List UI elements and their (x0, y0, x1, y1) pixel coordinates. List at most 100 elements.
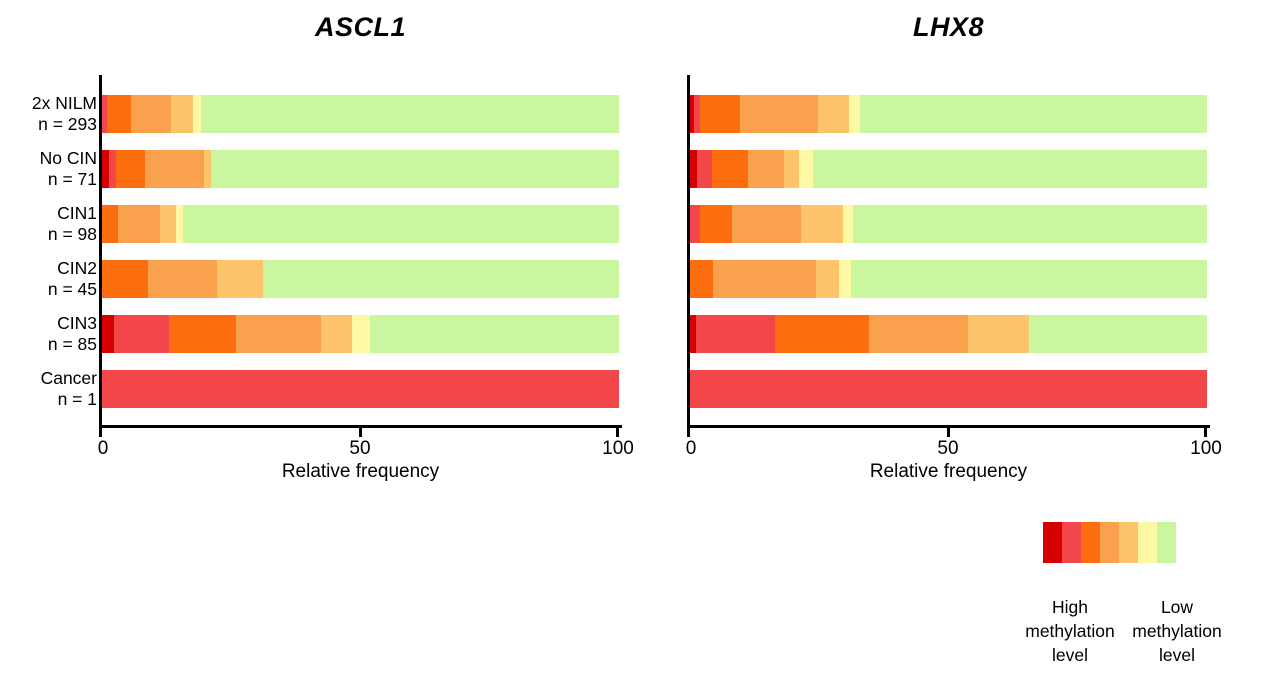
bar-segment-methylation-bin-5 (321, 315, 352, 353)
x-tick-100 (616, 428, 619, 437)
bar-segment-methylation-bin-1-highest (690, 315, 697, 353)
bar-segment-methylation-bin-7-lowest (853, 205, 1207, 243)
x-tick-50 (947, 428, 950, 437)
x-tick-100 (1204, 428, 1207, 437)
bar-segment-methylation-bin-5 (216, 260, 263, 298)
bar-segment-methylation-bin-3 (102, 260, 148, 298)
bar-row-lhx8-2x-nilm (690, 95, 1207, 133)
bar-segment-methylation-bin-7-lowest (182, 205, 619, 243)
x-axis-line (687, 425, 1210, 428)
x-tick-label: 50 (349, 438, 371, 459)
bar-segment-methylation-bin-2 (690, 370, 1207, 408)
bar-row-lhx8-cancer (690, 370, 1207, 408)
bar-segment-methylation-bin-6 (351, 315, 370, 353)
chart-title-lhx8: LHX8 (912, 12, 985, 42)
bar-segment-methylation-bin-4 (731, 205, 801, 243)
category-label-cin2: CIN2 n = 45 (0, 258, 97, 300)
bar-segment-methylation-bin-5 (203, 150, 212, 188)
bar-segment-methylation-bin-4 (747, 150, 785, 188)
panel-ascl1: ASCL1 2x NILM n = 293 No CIN n = 71 CIN1 n = … (32, 0, 634, 520)
legend-high-label: High methylation level (1025, 597, 1115, 665)
bar-segment-methylation-bin-2 (697, 150, 712, 188)
bar-segment-methylation-bin-7-lowest (1029, 315, 1207, 353)
category-name: 2x NILM (31, 93, 97, 113)
bar-segment-methylation-bin-4 (118, 205, 161, 243)
x-axis-line (99, 425, 622, 428)
category-label-cin3: CIN3 n = 85 (0, 313, 97, 355)
bar-row-ascl1-cin2 (102, 260, 619, 298)
bar-segment-methylation-bin-4 (712, 260, 817, 298)
bar-segment-methylation-bin-4 (130, 95, 171, 133)
bar-segment-methylation-bin-5 (784, 150, 799, 188)
bar-segment-methylation-bin-5 (160, 205, 176, 243)
category-n: n = 1 (57, 389, 97, 409)
category-name: CIN2 (57, 258, 97, 278)
bar-row-ascl1-cin3 (102, 315, 619, 353)
bar-segment-methylation-bin-7-lowest (211, 150, 619, 188)
bar-segment-methylation-bin-7-lowest (201, 95, 619, 133)
category-n: n = 85 (47, 334, 97, 354)
bar-segment-methylation-bin-6 (798, 150, 814, 188)
bar-segment-methylation-bin-4 (235, 315, 322, 353)
category-n: n = 98 (47, 224, 97, 244)
bar-segment-methylation-bin-2 (102, 95, 108, 133)
legend-swatch-2 (1062, 522, 1081, 563)
x-tick-0 (99, 428, 102, 437)
bar-segment-methylation-bin-4 (145, 150, 204, 188)
bar-segment-methylation-bin-3 (775, 315, 869, 353)
bar-segment-methylation-bin-5 (800, 205, 843, 243)
bar-segment-methylation-bin-7-lowest (262, 260, 619, 298)
bar-segment-methylation-bin-3 (700, 205, 732, 243)
bar-segment-methylation-bin-5 (818, 95, 850, 133)
y-axis-line (99, 75, 102, 428)
x-axis-title: Relative frequency (281, 461, 440, 482)
bar-segment-methylation-bin-3 (690, 260, 713, 298)
bar-row-ascl1-cancer (102, 370, 619, 408)
bar-segment-methylation-bin-2 (693, 95, 700, 133)
bar-row-lhx8-cin1 (690, 205, 1207, 243)
bar-row-ascl1-2x-nilm (102, 95, 619, 133)
category-label-2x-nilm: 2x NILM n = 293 (0, 93, 97, 135)
bar-segment-methylation-bin-4 (739, 95, 819, 133)
panel-lhx8: LHX8 0 50 100 Relative frequency (686, 0, 1222, 520)
bar-segment-methylation-bin-6 (843, 205, 854, 243)
category-n: n = 71 (47, 169, 97, 189)
bar-segment-methylation-bin-1-highest (102, 150, 110, 188)
x-tick-label: 0 (97, 438, 109, 459)
bar-segment-methylation-bin-3 (699, 95, 740, 133)
legend-low-label: Low methylation level (1132, 597, 1222, 665)
x-tick-label: 100 (602, 438, 634, 459)
bar-row-lhx8-cin3 (690, 315, 1207, 353)
bar-row-lhx8-no-cin (690, 150, 1207, 188)
legend-swatch-5 (1119, 522, 1138, 563)
bar-segment-methylation-bin-5 (816, 260, 840, 298)
legend-swatch-1 (1043, 522, 1062, 563)
category-n: n = 293 (38, 114, 97, 134)
legend-color-scale (1043, 522, 1176, 563)
bar-segment-methylation-bin-4 (148, 260, 217, 298)
category-label-no-cin: No CIN n = 71 (0, 148, 97, 190)
category-name: CIN1 (57, 203, 97, 223)
legend-swatch-7 (1157, 522, 1176, 563)
bar-segment-methylation-bin-7-lowest (813, 150, 1207, 188)
bar-row-ascl1-cin1 (102, 205, 619, 243)
bar-segment-methylation-bin-7-lowest (850, 260, 1207, 298)
bar-row-lhx8-cin2 (690, 260, 1207, 298)
bar-row-ascl1-no-cin (102, 150, 619, 188)
category-name: CIN3 (57, 313, 97, 333)
bar-segment-methylation-bin-7-lowest (859, 95, 1207, 133)
x-tick-50 (359, 428, 362, 437)
chart-title-ascl1: ASCL1 (314, 12, 406, 42)
y-axis-line (687, 75, 690, 428)
x-tick-label: 100 (1190, 438, 1222, 459)
bar-segment-methylation-bin-2 (690, 205, 701, 243)
category-name: No CIN (39, 148, 97, 168)
x-axis-title: Relative frequency (869, 461, 1028, 482)
category-label-cancer: Cancer n = 1 (0, 368, 97, 410)
bar-segment-methylation-bin-1-highest (690, 95, 694, 133)
bar-segment-methylation-bin-3 (116, 150, 146, 188)
bar-segment-methylation-bin-2 (102, 370, 619, 408)
bar-segment-methylation-bin-2 (696, 315, 776, 353)
x-tick-label: 0 (685, 438, 697, 459)
bar-segment-methylation-bin-5 (170, 95, 193, 133)
